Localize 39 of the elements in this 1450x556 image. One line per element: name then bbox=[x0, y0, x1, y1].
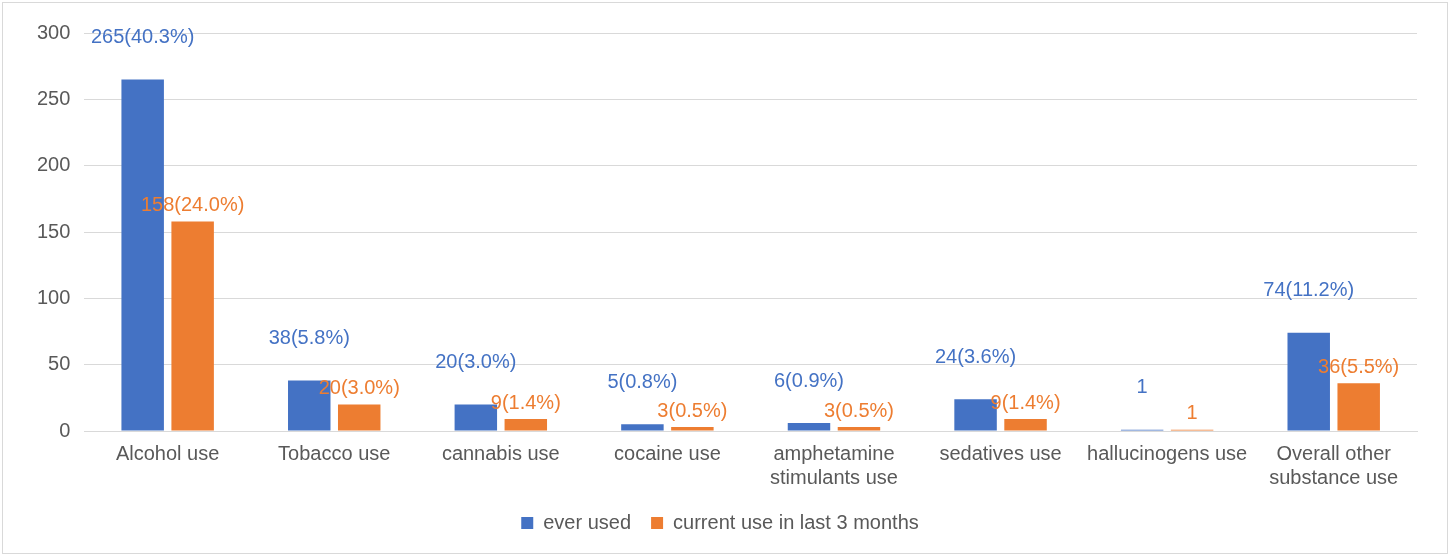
bar bbox=[837, 427, 881, 431]
y-tick-label: 50 bbox=[48, 352, 71, 375]
bar bbox=[1004, 419, 1047, 431]
y-tick-label: 250 bbox=[36, 86, 71, 109]
bar bbox=[1337, 383, 1380, 431]
y-tick-label: 300 bbox=[36, 20, 71, 43]
y-tick-label: 150 bbox=[36, 219, 71, 242]
data-label: 265(40.3%) bbox=[90, 24, 195, 47]
data-label: 74(11.2%) bbox=[1263, 278, 1355, 301]
x-tick-label: amphetamine stimulants use bbox=[770, 441, 898, 488]
data-label: 20(3.0%) bbox=[435, 349, 517, 372]
data-label: 3(0.5%) bbox=[823, 398, 894, 421]
x-tick-label: Tobacco use bbox=[278, 441, 391, 464]
y-tick-label: 200 bbox=[36, 153, 71, 176]
data-label: 24(3.6%) bbox=[934, 344, 1017, 367]
data-label: 9(1.4%) bbox=[490, 390, 561, 413]
bar bbox=[787, 423, 831, 431]
x-tick-label: cannabis use bbox=[441, 441, 560, 464]
legend-label: current use in last 3 months bbox=[673, 510, 919, 533]
data-label: 38(5.8%) bbox=[268, 326, 350, 349]
data-label: 3(0.5%) bbox=[657, 398, 728, 421]
bar bbox=[671, 427, 714, 431]
x-tick-label: sedatives use bbox=[939, 441, 1062, 464]
data-label: 9(1.4%) bbox=[990, 390, 1061, 413]
bar bbox=[171, 221, 214, 431]
x-tick-label: Alcohol use bbox=[115, 441, 220, 464]
bar bbox=[621, 424, 664, 431]
data-label: 1 bbox=[1136, 375, 1148, 398]
data-label: 1 bbox=[1186, 401, 1198, 424]
data-label: 5(0.8%) bbox=[607, 369, 678, 392]
data-label: 6(0.9%) bbox=[773, 368, 844, 391]
bar bbox=[337, 404, 381, 431]
bar bbox=[504, 419, 548, 431]
x-tick-label: Overall other substance use bbox=[1269, 441, 1399, 488]
legend-label: ever used bbox=[543, 510, 632, 533]
x-tick-label: hallucinogens use bbox=[1087, 441, 1248, 464]
y-tick-label: 0 bbox=[59, 418, 71, 441]
y-tick-label: 100 bbox=[36, 285, 71, 308]
x-tick-label: cocaine use bbox=[614, 441, 721, 464]
